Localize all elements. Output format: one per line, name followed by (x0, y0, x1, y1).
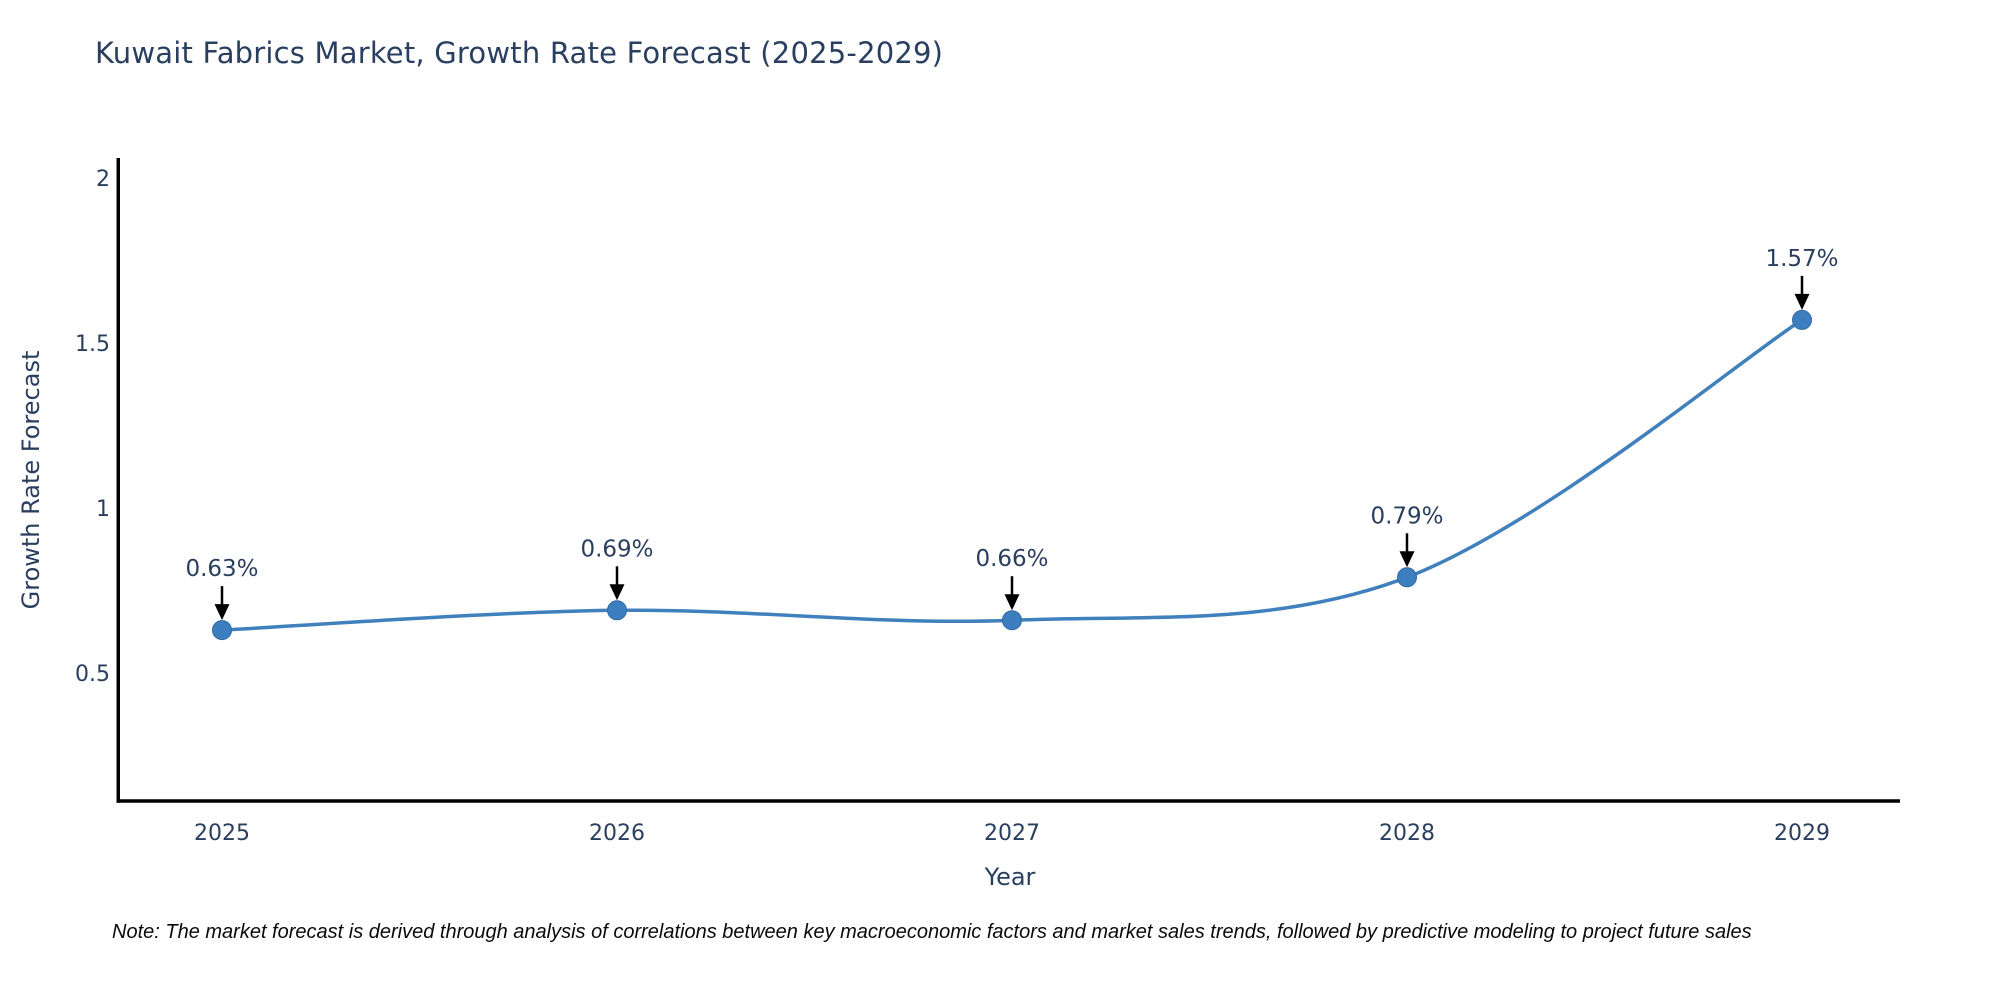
data-point-marker[interactable] (212, 620, 232, 641)
x-tick-label: 2029 (1774, 821, 1830, 846)
y-tick-label: 2 (96, 167, 110, 192)
data-point-label: 0.63% (185, 556, 258, 582)
y-tick-label: 1.5 (75, 332, 110, 357)
data-point-marker[interactable] (607, 600, 627, 621)
x-axis-title: Year (984, 863, 1036, 891)
footnote: Note: The market forecast is derived thr… (112, 921, 1752, 943)
annotation-arrowhead-icon (1004, 594, 1020, 611)
annotation-arrowhead-icon (214, 604, 230, 621)
data-point-marker[interactable] (1792, 309, 1812, 330)
data-point-marker[interactable] (1397, 567, 1417, 588)
x-tick-label: 2026 (589, 821, 645, 846)
y-tick-label: 1 (96, 497, 110, 522)
data-point-marker[interactable] (1002, 610, 1022, 631)
x-tick-label: 2025 (194, 821, 250, 846)
data-point-label: 0.66% (975, 546, 1048, 572)
y-tick-label: 0.5 (75, 662, 110, 687)
annotation-arrowhead-icon (1399, 551, 1415, 568)
data-point-label: 0.69% (580, 536, 653, 562)
data-point-label: 0.79% (1370, 503, 1443, 529)
x-tick-label: 2028 (1379, 821, 1435, 846)
x-tick-label: 2027 (984, 821, 1040, 846)
y-axis-title: Growth Rate Forecast (17, 350, 45, 610)
annotation-arrowhead-icon (609, 584, 625, 601)
annotation-arrowhead-icon (1794, 293, 1810, 310)
chart-title: Kuwait Fabrics Market, Growth Rate Forec… (95, 36, 944, 70)
data-point-label: 1.57% (1765, 246, 1838, 272)
